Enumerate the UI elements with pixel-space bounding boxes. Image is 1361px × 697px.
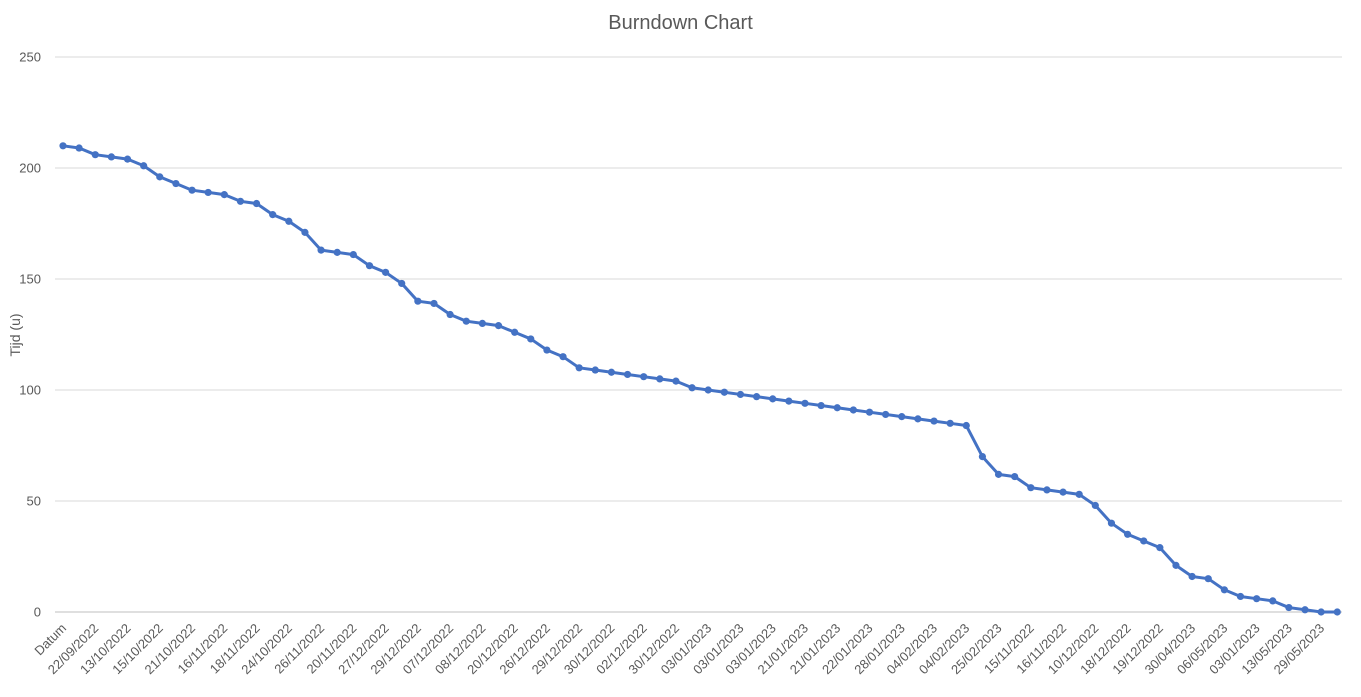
data-point — [1123, 530, 1132, 538]
data-point — [1269, 597, 1277, 605]
data-point — [1301, 606, 1309, 614]
data-point — [1333, 608, 1341, 616]
data-point — [1011, 472, 1019, 481]
data-point — [59, 142, 67, 150]
data-point — [1204, 575, 1212, 583]
data-point — [236, 197, 245, 205]
data-point — [704, 386, 712, 394]
data-point — [91, 151, 99, 159]
data-point — [994, 470, 1003, 478]
data-point — [511, 328, 519, 336]
y-axis-ticks: 0 50 100 150 200 250 — [19, 50, 41, 620]
data-point — [640, 373, 648, 381]
data-point — [591, 366, 599, 374]
data-point — [736, 390, 745, 399]
data-point — [882, 410, 890, 419]
data-point — [1059, 488, 1067, 496]
data-point — [430, 299, 438, 308]
data-point — [865, 408, 874, 416]
data-point — [462, 317, 470, 325]
data-point — [301, 228, 309, 236]
data-point — [446, 310, 454, 319]
y-tick-label: 150 — [19, 272, 41, 287]
data-point — [656, 375, 664, 383]
data-point — [478, 319, 486, 327]
y-tick-label: 0 — [34, 605, 41, 620]
data-point — [269, 211, 277, 219]
data-point — [962, 421, 970, 430]
data-point — [1172, 561, 1180, 569]
data-point — [623, 370, 632, 379]
data-point — [204, 188, 212, 197]
series-burndown — [59, 142, 1341, 616]
data-point — [494, 322, 503, 330]
y-tick-label: 250 — [19, 50, 41, 65]
data-point — [607, 368, 616, 376]
data-point — [1027, 484, 1035, 492]
data-point — [833, 404, 841, 412]
data-point — [1236, 592, 1245, 601]
y-axis-title: Tijd (u) — [7, 313, 23, 356]
data-point — [123, 155, 132, 163]
y-tick-label: 100 — [19, 383, 41, 398]
data-point — [75, 144, 83, 152]
gridlines — [55, 56, 1342, 613]
data-point — [1075, 490, 1083, 498]
x-axis-ticks: Datum22/09/202213/10/202215/10/202221/10… — [31, 621, 1327, 678]
data-point — [849, 406, 857, 414]
y-tick-label: 200 — [19, 161, 41, 176]
data-point — [349, 250, 357, 259]
data-point — [382, 268, 390, 276]
data-point — [172, 179, 180, 188]
data-point — [672, 377, 680, 385]
data-point — [930, 417, 938, 425]
data-point — [817, 401, 825, 410]
data-point — [220, 191, 228, 199]
data-point — [1156, 544, 1164, 552]
data-point — [398, 279, 406, 288]
data-point — [575, 364, 583, 372]
data-point — [1220, 586, 1228, 594]
data-point — [946, 419, 954, 427]
data-point — [1253, 595, 1261, 603]
data-point — [720, 388, 728, 396]
data-point — [1188, 572, 1196, 581]
data-point — [688, 384, 696, 392]
data-point — [1091, 501, 1099, 510]
data-point — [978, 453, 987, 461]
data-point — [543, 346, 551, 354]
data-point — [414, 297, 422, 305]
data-point — [559, 353, 567, 361]
data-point — [365, 262, 374, 270]
data-point — [785, 397, 793, 405]
chart-title: Burndown Chart — [608, 12, 753, 34]
data-point — [252, 199, 261, 208]
data-point — [898, 413, 906, 421]
data-point — [285, 217, 293, 225]
data-point — [1140, 537, 1148, 545]
data-point — [527, 335, 535, 343]
y-tick-label: 50 — [27, 494, 41, 509]
data-point — [769, 395, 777, 403]
data-point — [1043, 486, 1051, 494]
data-point — [107, 153, 115, 161]
data-point — [1317, 608, 1325, 616]
data-point — [333, 248, 341, 256]
data-point — [188, 186, 196, 194]
data-point — [801, 399, 809, 407]
data-point — [914, 415, 922, 423]
data-point — [317, 246, 325, 254]
data-point — [752, 393, 761, 401]
data-point — [156, 173, 164, 181]
data-point — [1285, 603, 1293, 612]
data-point — [1107, 519, 1116, 527]
data-point — [140, 162, 148, 170]
